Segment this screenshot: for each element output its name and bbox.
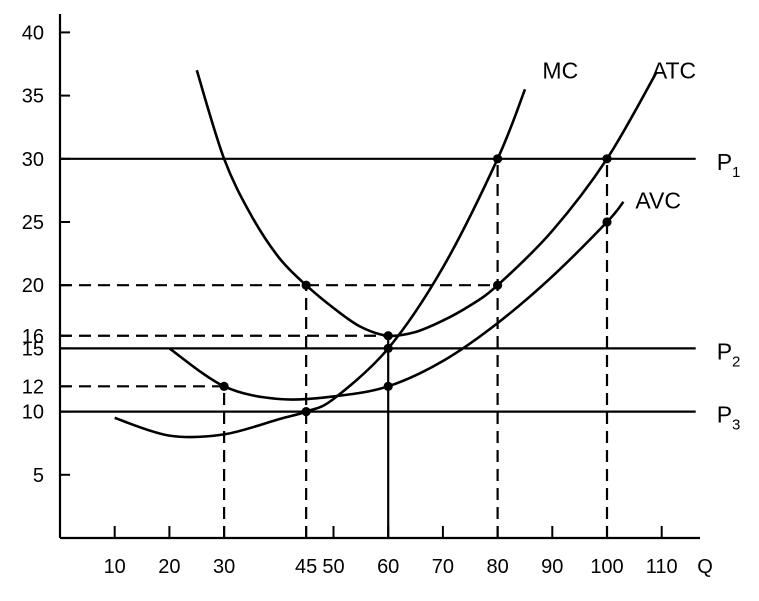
point-45-20 xyxy=(301,280,311,290)
guide-lines-layer xyxy=(60,157,696,538)
point-60-15 xyxy=(383,343,393,353)
x-tick-label-20: 20 xyxy=(158,556,180,578)
point-60-16 xyxy=(383,331,393,341)
point-100-25 xyxy=(602,217,612,227)
price-label-p3: P3 xyxy=(717,402,741,434)
cost-curves-layer xyxy=(114,69,658,439)
curve-mc xyxy=(114,88,527,439)
axes-layer xyxy=(58,14,700,540)
point-45-10 xyxy=(301,407,311,417)
curve-label-avc: AVC xyxy=(635,188,681,214)
x-tick-label-80: 80 xyxy=(486,556,508,578)
y-tick-label-25: 25 xyxy=(22,212,44,234)
curve-avc xyxy=(168,200,625,401)
y-tick-label-5: 5 xyxy=(33,465,44,487)
y-tick-label-10: 10 xyxy=(22,402,44,424)
point-60-12 xyxy=(383,381,393,391)
x-tick-label-90: 90 xyxy=(541,556,563,578)
x-axis-label: Q xyxy=(697,556,713,578)
point-80-30 xyxy=(493,154,503,164)
x-tick-label-110: 110 xyxy=(646,556,678,578)
x-tick-label-60: 60 xyxy=(377,556,399,578)
curve-label-atc: ATC xyxy=(652,57,696,83)
y-tick-label-30: 30 xyxy=(22,149,44,171)
y-tick-label-15: 15 xyxy=(22,338,44,360)
y-tick-label-12: 12 xyxy=(22,376,44,398)
point-100-30 xyxy=(602,154,612,164)
point-30-12 xyxy=(219,381,229,391)
x-tick-label-50: 50 xyxy=(322,556,344,578)
price-label-p1: P1 xyxy=(717,149,741,181)
price-label-p2: P2 xyxy=(717,338,741,370)
point-80-20 xyxy=(493,280,503,290)
x-tick-label-10: 10 xyxy=(104,556,126,578)
y-tick-label-16: 16 xyxy=(22,326,44,348)
y-tick-label-20: 20 xyxy=(22,275,44,297)
x-tick-label-100: 100 xyxy=(590,556,623,578)
y-tick-label-35: 35 xyxy=(22,86,44,108)
x-tick-label-30: 30 xyxy=(213,556,235,578)
curve-label-mc: MC xyxy=(542,57,578,83)
x-tick-label-45: 45 xyxy=(295,556,317,578)
y-tick-label-40: 40 xyxy=(22,22,44,44)
points-layer xyxy=(219,154,612,417)
x-tick-label-70: 70 xyxy=(432,556,454,578)
